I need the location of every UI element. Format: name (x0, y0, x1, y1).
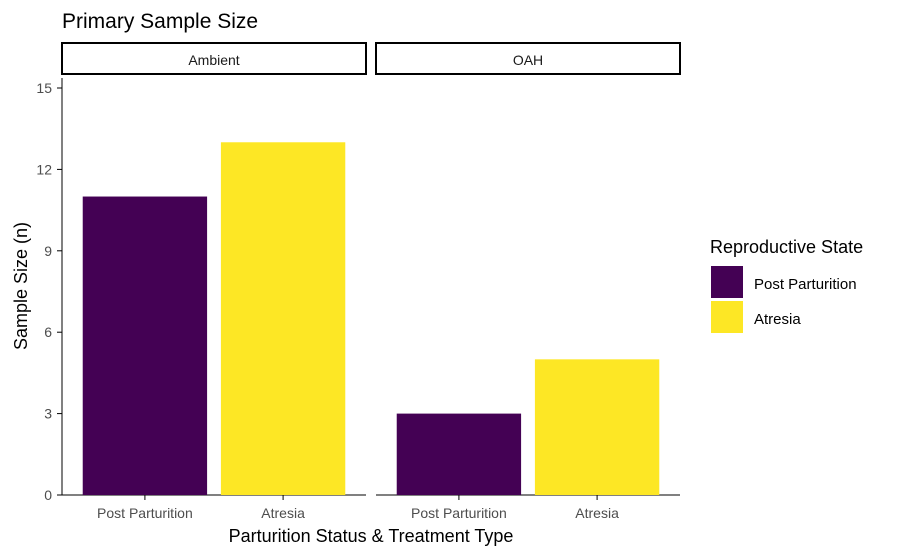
y-tick-label: 15 (36, 80, 52, 96)
bar-ambient-post-parturition (82, 196, 208, 496)
legend-title: Reproductive State (710, 237, 863, 257)
x-tick-label: Atresia (575, 505, 619, 521)
facet-strip-oah (375, 42, 681, 75)
y-tick-label: 6 (44, 324, 52, 340)
y-tick-label: 3 (44, 406, 52, 422)
legend-swatch-atresia (711, 301, 743, 333)
facet-label-oah: OAH (513, 52, 543, 68)
bar-oah-atresia (534, 359, 660, 495)
legend-label-post-parturition: Post Parturition (754, 276, 857, 293)
x-tick-label: Post Parturition (411, 505, 507, 521)
bars (82, 142, 660, 496)
x-tick-label: Atresia (261, 505, 305, 521)
bar-ambient-atresia (220, 142, 346, 495)
legend-swatch-post-parturition (711, 266, 743, 298)
legend-label-atresia: Atresia (754, 311, 801, 328)
y-tick-label: 0 (44, 487, 52, 503)
y-axis-label: Sample Size (n) (11, 222, 31, 350)
y-tick-label: 12 (36, 161, 52, 177)
y-ticks: 0 3 6 9 12 15 (36, 80, 62, 503)
facet-strip-ambient (61, 42, 367, 75)
facet-label-ambient: Ambient (188, 52, 239, 68)
x-ticks: Post Parturition Atresia Post Parturition A… (97, 495, 619, 521)
bar-oah-post-parturition (396, 413, 522, 495)
chart-title: Primary Sample Size (62, 10, 258, 33)
x-axis-label: Parturition Status & Treatment Type (229, 526, 514, 546)
x-tick-label: Post Parturition (97, 505, 193, 521)
y-tick-label: 9 (44, 243, 52, 259)
